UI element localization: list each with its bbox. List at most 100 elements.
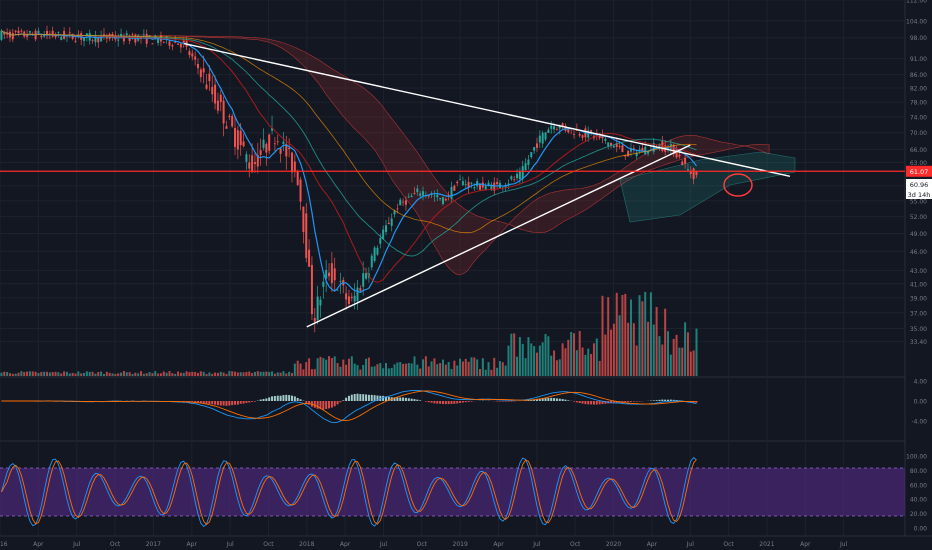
stoch-tick-label: 100.00	[906, 454, 927, 461]
volume-bar	[111, 373, 114, 376]
price-tick-label: 98.00	[910, 35, 927, 42]
candle-body	[510, 176, 513, 180]
volume-bar	[239, 372, 242, 376]
candle-body	[262, 139, 265, 149]
volume-bar	[649, 292, 652, 376]
candle-body	[94, 35, 97, 43]
volume-bar	[604, 334, 607, 376]
volume-bar	[664, 308, 667, 376]
volume-bar	[396, 362, 399, 376]
volume-bar	[142, 373, 145, 376]
macd-axis[interactable]: 4.00 0.00 -4.00	[911, 379, 927, 426]
candle-body	[567, 129, 570, 133]
volume-bar	[288, 371, 291, 376]
candle-body	[618, 145, 621, 147]
circle-annotation[interactable]	[723, 173, 753, 197]
macd-histogram-bar	[350, 394, 353, 401]
macd-histogram-bar	[322, 401, 325, 410]
candle-body	[530, 152, 533, 158]
volume-bar	[399, 362, 402, 376]
macd-histogram-bar	[575, 401, 578, 403]
volume-bar	[490, 369, 493, 376]
volume-bar	[456, 365, 459, 376]
candle-body	[177, 43, 180, 45]
volume-bar	[105, 371, 108, 376]
volume-bar	[171, 373, 174, 376]
macd-histogram-bar	[470, 401, 473, 402]
price-tick-label: 112.00	[906, 0, 927, 5]
candle-body	[439, 198, 442, 200]
price-tick-label: 86.00	[910, 72, 927, 79]
volume-bar	[516, 356, 519, 376]
stoch-axis[interactable]: 100.00 80.00 60.00 40.00 20.00 0.00	[906, 454, 927, 533]
volume-bar	[356, 365, 359, 376]
candle-body	[561, 123, 564, 128]
candle-body	[453, 185, 456, 191]
volume-bar	[137, 373, 140, 376]
countdown-label: 3d 14h	[908, 191, 931, 199]
macd-histogram-bar	[345, 397, 348, 401]
volume-bar	[128, 372, 131, 376]
candle-body	[487, 182, 490, 186]
candle-body	[125, 33, 128, 36]
volume-bar	[365, 358, 368, 376]
candle-body	[558, 125, 561, 129]
volume-bar	[641, 301, 644, 376]
macd-histogram-bar	[367, 394, 370, 401]
macd-signal-line	[1, 390, 697, 422]
macd-histogram-bar	[424, 401, 427, 402]
volume-bar	[669, 354, 672, 376]
descending-trendline[interactable]	[183, 42, 791, 177]
volume-bar	[177, 371, 180, 376]
price-tick-label: 41.00	[910, 281, 927, 288]
macd-histogram-bar	[191, 401, 194, 403]
candle-body	[658, 143, 661, 148]
volume-bar	[102, 373, 105, 376]
macd-histogram-bar	[236, 401, 239, 405]
candle-body	[490, 184, 493, 191]
macd-histogram-bar	[251, 401, 254, 402]
volume-bar	[430, 361, 433, 376]
volume-bar	[279, 372, 282, 376]
macd-histogram-bar	[194, 401, 197, 403]
trendlines[interactable]	[183, 42, 791, 328]
candle-body	[444, 198, 447, 201]
volume-bar	[214, 372, 217, 376]
candle-body	[564, 125, 567, 131]
volume-bar	[77, 371, 80, 376]
volume-bar	[402, 363, 405, 376]
price-tick-label: 55.00	[910, 198, 927, 205]
candle-body	[91, 39, 94, 41]
volume-bar	[575, 350, 578, 376]
volume-bar	[627, 322, 630, 376]
time-tick-label: 2017	[146, 541, 161, 548]
volume-bar	[467, 361, 470, 376]
volume-bar	[194, 371, 197, 376]
candle-body	[142, 34, 145, 36]
candle-body	[339, 281, 342, 283]
candle-body	[259, 150, 262, 155]
candle-body	[293, 161, 296, 173]
ascending-trendline[interactable]	[306, 144, 691, 328]
macd-histogram-bar	[353, 394, 356, 401]
candle-body	[199, 69, 202, 78]
macd-histogram-bar	[592, 401, 595, 405]
volume-bar	[476, 359, 479, 376]
volume-bar	[433, 358, 436, 376]
candle-body	[581, 135, 584, 138]
macd-histogram-bar	[407, 398, 410, 401]
time-axis[interactable]: 2016 Apr Jul Oct 2017 Apr Jul Oct 2018 Apr Jul Oct 2…	[0, 541, 848, 548]
volume-bar	[330, 358, 333, 376]
macd-tick-label: -4.00	[911, 419, 927, 426]
time-tick-label: 2018	[299, 541, 314, 548]
candle-body	[365, 273, 368, 279]
volume-bar	[695, 328, 698, 376]
price-tick-label: 35.00	[910, 326, 927, 333]
macd-histogram-bar	[382, 395, 385, 401]
candle-body	[493, 182, 496, 191]
macd-histogram-bar	[413, 399, 416, 401]
time-tick-label: Jul	[839, 541, 848, 548]
candle-body	[330, 263, 333, 284]
